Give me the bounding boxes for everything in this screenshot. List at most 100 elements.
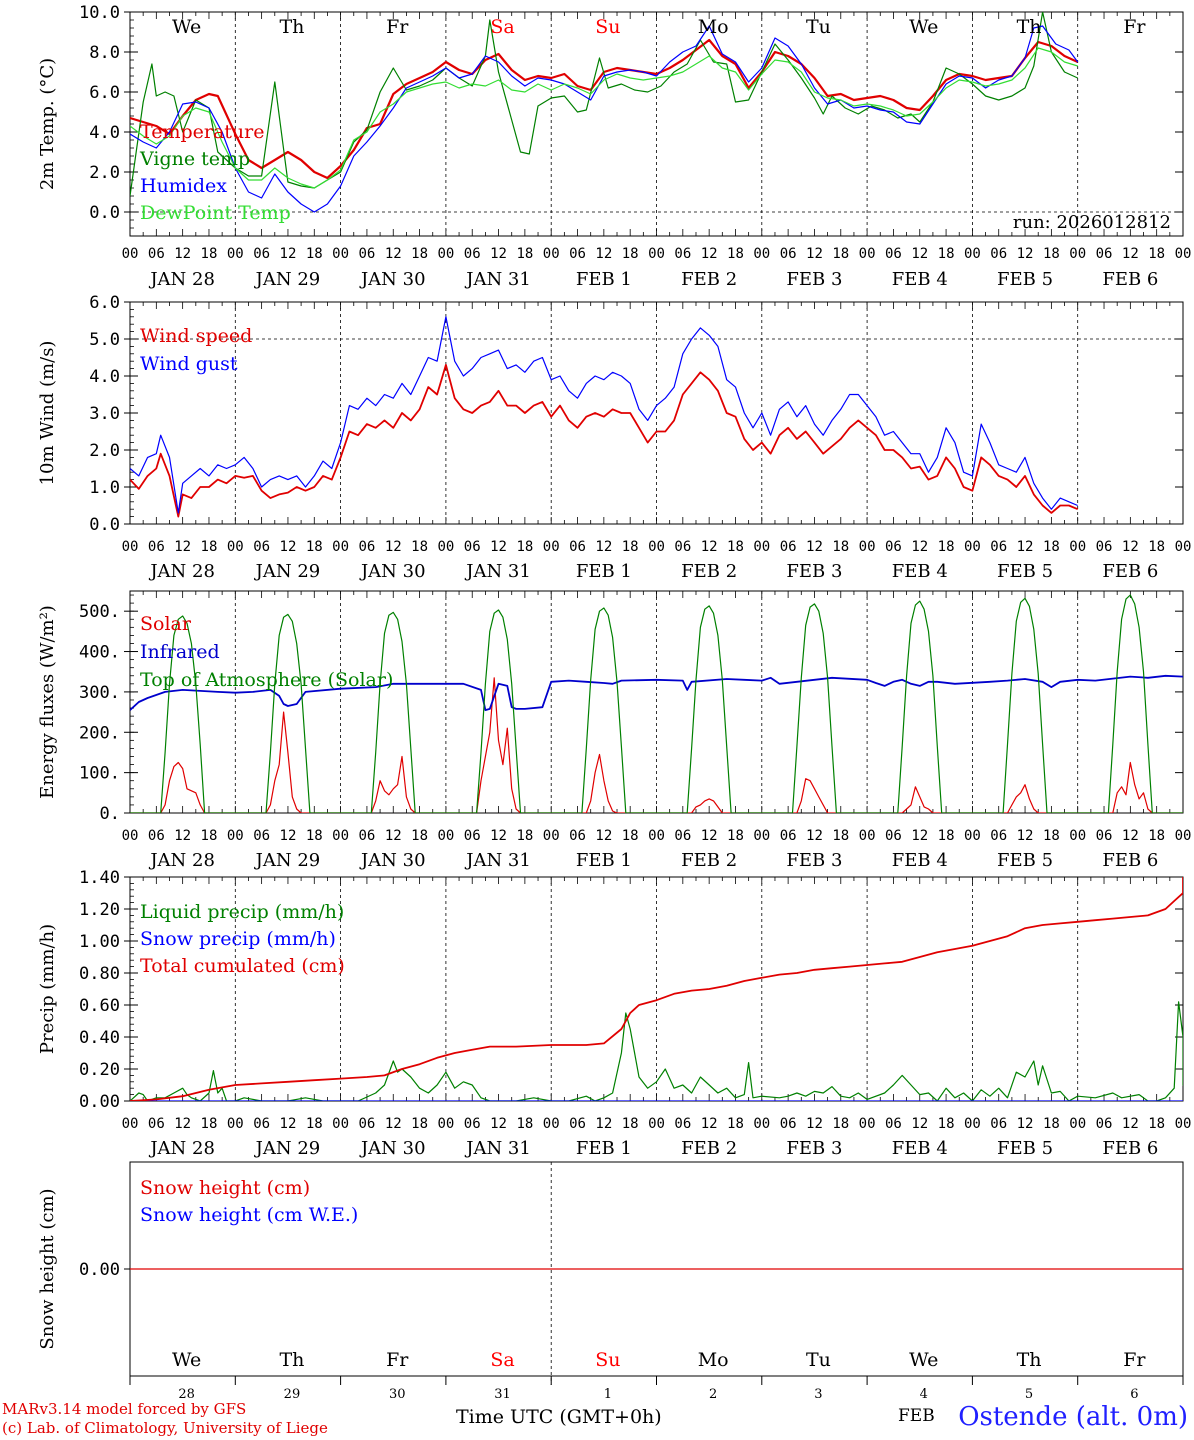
energy-hour-label: 12 [174,828,191,844]
energy-hour-label: 18 [1043,828,1060,844]
wind-hour-label: 18 [306,539,323,555]
wind-hour-label: 00 [859,539,876,555]
panel-temperature: 0.0 2.0 4.0 6.0 8.0 10.0 2m Temp. (°C) Temperat… [37,3,1191,290]
precip-hour-label: 00 [122,1116,139,1132]
wind-hour-label: 18 [727,539,744,555]
wind-day-label: FEB 2 [681,561,737,582]
wind-hour-label: 06 [253,539,270,555]
weekday-label-top: We [172,16,201,38]
energy-day-label: JAN 28 [148,850,215,871]
energy-hour-label: 18 [938,828,955,844]
wind-hour-label: 00 [1175,539,1192,555]
precip-hour-label: 00 [648,1116,665,1132]
precip-ytick-label: 0.00 [79,1092,120,1112]
temperature-hour-label: 00 [437,246,454,262]
precip-hour-label: 18 [727,1116,744,1132]
energy-ytick-label: 0. [100,804,120,824]
snow-ylabel: Snow height (cm) [37,1188,58,1349]
temperature-hour-label: 12 [911,246,928,262]
precip-day-label: FEB 6 [1102,1138,1158,1159]
wind-ytick-label: 3.0 [89,404,120,424]
energy-ylabel: Energy fluxes (W/m²) [37,605,58,799]
wind-hour-label: 00 [227,539,244,555]
precip-ytick-label: 0.20 [79,1060,120,1080]
energy-hour-label: 18 [516,828,533,844]
wind-hour-label: 06 [780,539,797,555]
energy-hour-label: 00 [1175,828,1192,844]
precip-day-label: JAN 30 [359,1138,426,1159]
energy-hour-label: 12 [806,828,823,844]
temperature-hour-label: 00 [543,246,560,262]
temperature-hour-label: 06 [464,246,481,262]
precip-ytick-label: 1.20 [79,900,120,920]
precip-hour-label: 00 [1175,1116,1192,1132]
temperature-hour-label: 00 [753,246,770,262]
weekday-label-bottom: Mo [698,1349,729,1371]
wind-hour-label: 18 [938,539,955,555]
energy-hour-label: 00 [753,828,770,844]
temperature-hour-label: 06 [1096,246,1113,262]
precip-series-liquid-precip-mm-h- [130,1001,1183,1101]
temperature-day-label: JAN 31 [464,269,531,290]
precip-hour-label: 00 [437,1116,454,1132]
temperature-hour-label: 18 [622,246,639,262]
precip-day-label: JAN 28 [148,1138,215,1159]
energy-hour-label: 06 [1096,828,1113,844]
energy-hour-label: 06 [674,828,691,844]
temperature-hour-label: 12 [595,246,612,262]
temperature-day-label: FEB 6 [1102,269,1158,290]
energy-hour-label: 18 [1148,828,1165,844]
wind-day-label: FEB 5 [997,561,1053,582]
precip-hour-label: 12 [595,1116,612,1132]
wind-ytick-label: 4.0 [89,367,120,387]
precip-hour-label: 06 [780,1116,797,1132]
wind-hour-label: 18 [411,539,428,555]
energy-legend-top-of-atmosphere-solar-: Top of Atmosphere (Solar) [140,669,393,691]
temperature-hour-label: 00 [332,246,349,262]
panel-snow: 0.00 Snow height (cm) Snow height (cm) Snow… [37,1161,1184,1385]
weekday-label-top: Tu [806,16,831,38]
precip-hour-label: 12 [490,1116,507,1132]
bottom-day-number: 28 [178,1387,195,1402]
energy-hour-label: 12 [280,828,297,844]
wind-day-label: FEB 3 [786,561,842,582]
precip-hour-label: 12 [701,1116,718,1132]
wind-hour-label: 00 [753,539,770,555]
wind-hour-label: 12 [806,539,823,555]
temperature-ytick-label: 2.0 [89,163,120,183]
wind-hour-label: 12 [911,539,928,555]
energy-hour-label: 00 [332,828,349,844]
precip-hour-label: 06 [464,1116,481,1132]
energy-hour-label: 12 [911,828,928,844]
temperature-hour-label: 12 [806,246,823,262]
precip-day-label: FEB 2 [681,1138,737,1159]
panel-energy: 0. 100. 200. 300. 400. 500. Energy fluxes (W/m… [37,590,1192,871]
precip-hour-label: 00 [753,1116,770,1132]
bottom-day-number: 3 [814,1387,822,1402]
energy-hour-label: 00 [437,828,454,844]
precip-ytick-label: 0.80 [79,964,120,984]
temperature-hour-label: 06 [990,246,1007,262]
precip-hour-label: 06 [885,1116,902,1132]
precip-hour-label: 00 [227,1116,244,1132]
temperature-hour-label: 00 [859,246,876,262]
temperature-hour-label: 18 [1043,246,1060,262]
weekday-label-bottom: Th [1017,1349,1042,1371]
temperature-hour-label: 18 [1148,246,1165,262]
temperature-series-dewpoint-temp [130,47,1078,189]
energy-hour-label: 18 [306,828,323,844]
energy-ytick-label: 100. [79,764,120,784]
temperature-ytick-label: 10.0 [79,3,120,23]
temperature-hour-label: 06 [569,246,586,262]
wind-hour-label: 12 [280,539,297,555]
energy-day-label: JAN 29 [254,850,321,871]
precip-hour-label: 06 [569,1116,586,1132]
temperature-day-label: FEB 5 [997,269,1053,290]
energy-day-label: JAN 30 [359,850,426,871]
precip-hour-label: 18 [1148,1116,1165,1132]
temperature-hour-label: 12 [280,246,297,262]
energy-day-label: FEB 5 [997,850,1053,871]
wind-hour-label: 06 [885,539,902,555]
wind-day-label: JAN 28 [148,561,215,582]
temperature-hour-label: 00 [1175,246,1192,262]
